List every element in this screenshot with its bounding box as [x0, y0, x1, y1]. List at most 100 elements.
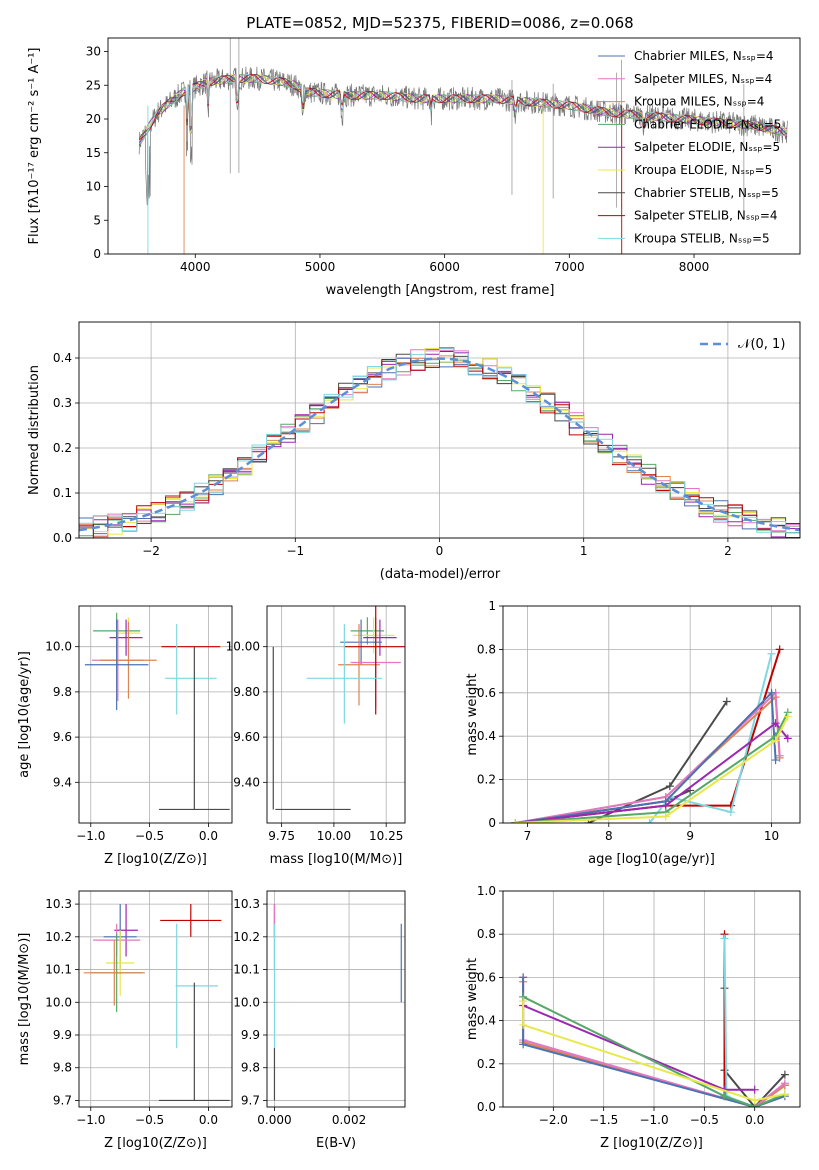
weight-vs-age-point-marker: [661, 812, 670, 821]
residual-frame: [78, 321, 801, 539]
spectrum-model-line: [138, 74, 788, 141]
weight-vs-z-xlabel: Z [log10(Z/Z⊙)]: [600, 1136, 703, 1151]
spectrum-xlabel: wavelength [Angstrom, rest frame]: [326, 283, 555, 298]
spectrum-xtick-label: 7000: [554, 260, 585, 274]
weight-vs-z-ytick-label: 1.0: [477, 884, 496, 898]
weight-vs-age-point-marker: [511, 819, 520, 823]
mass-vs-z-ytick-label: 10.3: [45, 897, 72, 911]
weight-vs-z-ytick-label: 0.2: [477, 1057, 496, 1071]
residual-gaussian-line: [79, 357, 800, 532]
weight-vs-age-point-marker: [775, 645, 784, 654]
weight-vs-age-point-marker: [722, 697, 731, 706]
spectrum-legend-label: Kroupa ELODIE, Nₛₛₚ=5: [634, 163, 772, 177]
weight-vs-z-xtick-label: −0.5: [690, 1113, 719, 1127]
age-vs-z-plot-area: [84, 612, 230, 811]
weight-vs-age-point-marker: [767, 688, 776, 697]
weight-vs-age-xtick-label: 7: [524, 829, 532, 843]
weight-vs-z-ytick-label: 0.8: [477, 927, 496, 941]
residual-ytick-label: 0.2: [53, 441, 72, 455]
age-vs-mass-ytick-label: 9.40: [233, 775, 260, 789]
residual-xtick-label: −2: [142, 544, 160, 558]
weight-vs-z-point-marker: [519, 1020, 528, 1029]
spectrum-model-line: [138, 74, 788, 142]
age-vs-mass-ytick-label: 9.60: [233, 730, 260, 744]
residual-xtick-label: −1: [286, 544, 304, 558]
residual-xtick-label: 1: [580, 544, 588, 558]
weight-vs-z-point-marker: [780, 1090, 789, 1099]
spectrum-ytick-label: 5: [93, 213, 101, 227]
weight-vs-age-series-line: [515, 711, 789, 823]
age-vs-z-ytick-label: 9.4: [53, 775, 72, 789]
age-vs-z-ylabel: age [log10(age/yr)]: [17, 651, 32, 778]
weight-vs-age-ytick-label: 0.8: [477, 642, 496, 656]
weight-vs-age-ylabel: mass weight: [465, 673, 480, 755]
spectrum-legend-label: Chabrier MILES, Nₛₛₚ=4: [634, 49, 774, 63]
residual-xlabel: (data-model)/error: [380, 567, 501, 582]
spectrum-ytick-label: 25: [86, 78, 101, 92]
mass-vs-z-ytick-label: 10.2: [45, 930, 72, 944]
weight-vs-age-axes: 7 8 9 10 0 0.2 0.4 0.6 0.8 1: [477, 599, 800, 843]
age-vs-z-ytick-label: 9.8: [53, 685, 72, 699]
weight-vs-age-point-marker: [767, 649, 776, 658]
residual-ytick-label: 0.3: [53, 396, 72, 410]
residual-axes: −2 −1 0 1 2 0.0 0.1 0.2 0.3 0.4: [53, 322, 800, 558]
weight-vs-age-ytick-label: 1: [488, 599, 496, 613]
weight-vs-age-xlabel: age [log10(age/yr)]: [588, 852, 715, 867]
weight-vs-z-frame: [502, 890, 801, 1108]
spectrum-plot-area: [138, 38, 788, 254]
residual-histogram: [79, 348, 800, 534]
age-vs-z-xtick-label: −1.0: [76, 829, 105, 843]
spectrum-ytick-label: 10: [86, 180, 101, 194]
weight-vs-age-series-line: [515, 716, 789, 823]
spectrum-legend-label: Kroupa MILES, Nₛₛₚ=4: [634, 95, 764, 109]
age-vs-mass-ytick-label: 10.00: [226, 640, 260, 654]
spectrum-ytick-label: 30: [86, 45, 101, 59]
mass-vs-z-ytick-label: 9.7: [53, 1093, 72, 1107]
residual-ytick-label: 0.1: [53, 486, 72, 500]
age-vs-z-axes: −1.0 −0.5 0.0 9.4 9.6 9.8 10.0: [45, 606, 232, 843]
mass-vs-ebv-ytick-label: 10.1: [233, 963, 260, 977]
weight-vs-z-point-marker: [720, 1092, 729, 1101]
residual-ytick-label: 0.0: [53, 531, 72, 545]
mass-vs-z-xtick-label: −0.5: [135, 1113, 164, 1127]
spectrum-legend-label: Chabrier STELIB, Nₛₛₚ=5: [634, 186, 779, 200]
mass-vs-ebv-xtick-label: 0.000: [257, 1113, 291, 1127]
spectrum-legend-label: Salpeter STELIB, Nₛₛₚ=4: [634, 209, 778, 223]
weight-vs-age-plot-area: [511, 645, 792, 823]
residual-ytick-label: 0.4: [53, 351, 72, 365]
weight-vs-age-ytick-label: 0.2: [477, 773, 496, 787]
spectrum-title: PLATE=0852, MJD=52375, FIBERID=0086, z=0…: [246, 14, 633, 32]
weight-vs-z-series-line: [522, 1001, 786, 1102]
weight-vs-z-point-marker: [519, 973, 528, 982]
spectrum-ytick-label: 15: [86, 146, 101, 160]
weight-vs-age-point-marker: [645, 819, 654, 823]
age-vs-mass-xtick-label: 9.75: [268, 829, 295, 843]
weight-vs-z-series-line: [522, 1004, 755, 1091]
spectrum-xtick-label: 4000: [180, 260, 211, 274]
mass-vs-z-xtick-label: −1.0: [76, 1113, 105, 1127]
weight-vs-age-frame: [502, 605, 801, 824]
mass-vs-z-ytick-label: 10.0: [45, 995, 72, 1009]
mass-vs-z-plot-area: [83, 904, 230, 1102]
weight-vs-z-ytick-label: 0.6: [477, 970, 496, 984]
weight-vs-z-point-marker: [720, 934, 729, 943]
age-vs-z-ytick-label: 10.0: [45, 640, 72, 654]
spectrum-xtick-label: 5000: [305, 260, 336, 274]
spectrum-ytick-label: 0: [93, 247, 101, 261]
spectrum-xtick-label: 8000: [679, 260, 710, 274]
weight-vs-z-ytick-label: 0.0: [477, 1100, 496, 1114]
weight-vs-age-ytick-label: 0: [488, 816, 496, 830]
weight-vs-age-point-marker: [771, 756, 780, 765]
mass-vs-z-ytick-label: 10.1: [45, 963, 72, 977]
spectrum-legend-label: Kroupa STELIB, Nₛₛₚ=5: [634, 231, 770, 245]
weight-vs-age-xtick-label: 8: [605, 829, 613, 843]
age-vs-mass-xtick-label: 10.25: [369, 829, 403, 843]
weight-vs-z-axes: −2.0 −1.5 −1.0 −0.5 0.0 0.0 0.2 0.4 0.6 0.8 1.0: [477, 884, 800, 1127]
residual-xtick-label: 2: [724, 544, 732, 558]
weight-vs-z-ylabel: mass weight: [465, 958, 480, 1040]
weight-vs-age-point-marker: [775, 751, 784, 760]
age-vs-z-ytick-label: 9.6: [53, 730, 72, 744]
weight-vs-age-series-line: [648, 653, 773, 823]
weight-vs-z-point-marker: [780, 1079, 789, 1088]
